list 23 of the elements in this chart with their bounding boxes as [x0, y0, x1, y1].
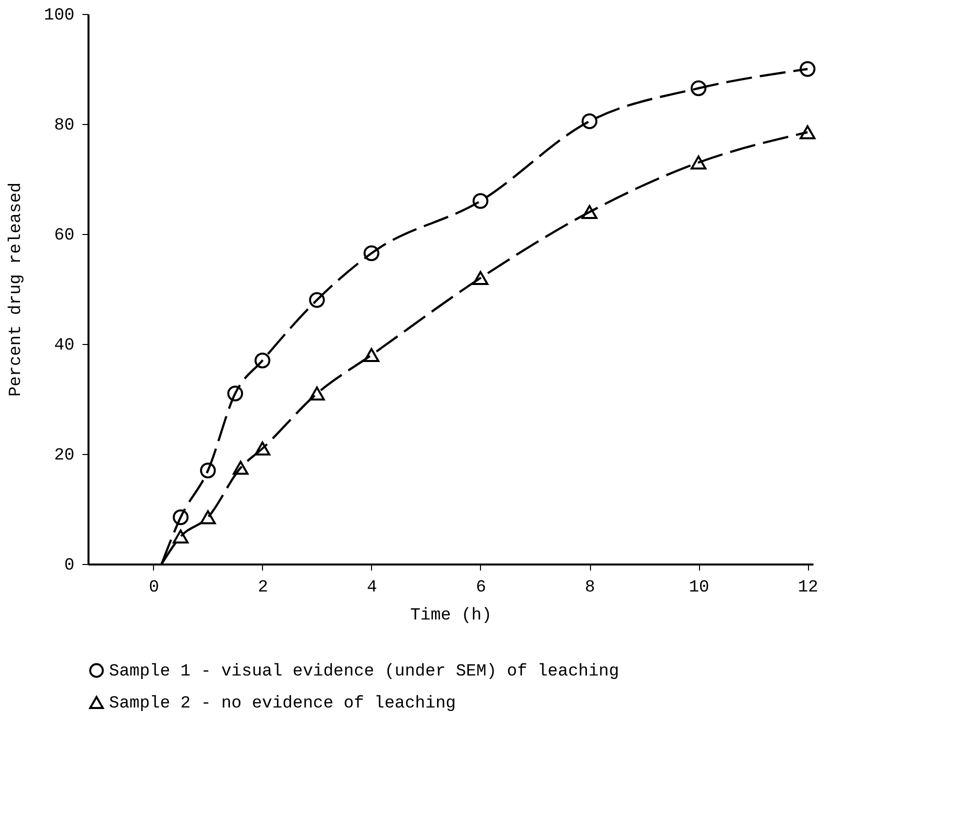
x-tick-label: 8 — [584, 578, 596, 598]
y-tick-label: 60 — [54, 226, 74, 246]
x-tick-label: 6 — [476, 578, 486, 598]
y-tick-label: 100 — [44, 6, 74, 26]
y-tick-label: 20 — [54, 446, 74, 466]
point — [800, 61, 816, 77]
x-tick-label: 4 — [366, 578, 378, 598]
x-tick-label: 10 — [688, 578, 710, 598]
point — [690, 156, 706, 170]
x-tick-label: 0 — [148, 578, 160, 598]
point — [582, 113, 598, 130]
x-tick-label: 2 — [258, 578, 268, 598]
point — [172, 530, 189, 544]
y-tick-label: 0 — [64, 556, 74, 576]
legend-label: Sample 2 - no evidence of leaching — [109, 694, 456, 714]
y-axis-title: Percent drug released — [6, 182, 26, 397]
x-axis-title: Time (h) — [410, 606, 492, 626]
x-tick-label: 12 — [798, 578, 818, 598]
point — [200, 510, 216, 524]
legend-label: Sample 1 - visual evidence (under SEM) of leaching — [109, 662, 620, 682]
y-tick-label: 40 — [54, 336, 74, 356]
point — [472, 193, 488, 209]
y-tick-label: 80 — [54, 116, 74, 136]
